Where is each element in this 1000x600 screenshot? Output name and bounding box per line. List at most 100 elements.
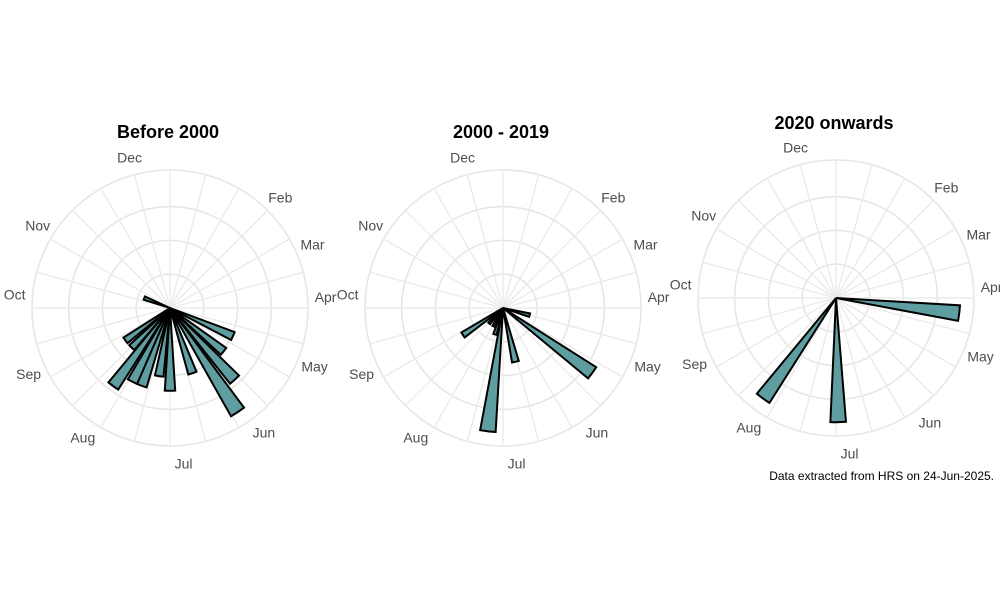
- grid-spoke: [716, 297, 837, 368]
- grid-spoke: [169, 238, 290, 309]
- grid-spoke: [369, 307, 504, 345]
- rose-bar: [142, 295, 171, 309]
- grid-spoke: [835, 297, 956, 368]
- month-label-may: May: [634, 358, 660, 374]
- grid-spoke: [737, 297, 837, 397]
- month-label-oct: Oct: [4, 286, 26, 302]
- rose-bar: [502, 307, 598, 380]
- month-label-jun: Jun: [586, 425, 609, 441]
- panel-2000-2019: Feb Mar Apr May Jun Jul Aug Sep Oct Nov Dec 2000 - …: [337, 122, 670, 471]
- grid-spoke: [169, 209, 269, 309]
- month-label-feb: Feb: [268, 190, 292, 206]
- grid-spoke: [100, 188, 171, 309]
- grid-spoke: [502, 188, 573, 309]
- rose-bar: [163, 307, 177, 392]
- grid-spoke: [702, 297, 837, 335]
- grid-spoke: [404, 307, 504, 407]
- month-label-jul: Jul: [508, 455, 526, 471]
- grid-spoke: [737, 199, 837, 299]
- rose-bar: [107, 307, 171, 391]
- grid-spoke: [71, 209, 171, 309]
- month-label-oct: Oct: [670, 276, 692, 292]
- month-label-dec: Dec: [450, 149, 475, 165]
- month-label-dec: Dec: [783, 139, 808, 155]
- month-label-dec: Dec: [117, 149, 142, 165]
- month-label-mar: Mar: [300, 237, 324, 253]
- grid-spoke: [835, 297, 935, 397]
- grid-spoke: [383, 238, 504, 309]
- month-label-may: May: [967, 348, 993, 364]
- grid-spoke: [702, 261, 837, 299]
- rose-bar: [153, 307, 171, 378]
- grid-spoke: [799, 297, 837, 432]
- month-label-mar: Mar: [966, 227, 990, 243]
- rose-bar: [502, 307, 521, 364]
- grid-spoke: [466, 174, 504, 309]
- month-label-apr: Apr: [315, 289, 337, 305]
- grid-spoke: [502, 238, 623, 309]
- month-label-nov: Nov: [25, 217, 50, 233]
- grid-spoke: [835, 297, 906, 418]
- month-label-sep: Sep: [16, 366, 41, 382]
- panel-2020-onwards: Dec Feb Mar Apr May Jun Jul Aug Sep Oct Nov 2020 on…: [670, 113, 1000, 461]
- grid-spoke: [133, 174, 171, 309]
- month-label-aug: Aug: [70, 429, 95, 445]
- panel-title: Before 2000: [117, 122, 219, 142]
- panel-title: 2020 onwards: [774, 113, 893, 133]
- rose-bar: [127, 307, 171, 352]
- rose-bar: [169, 307, 236, 342]
- grid-spoke: [835, 164, 873, 299]
- rose-bar: [169, 307, 198, 376]
- grid-spoke: [835, 228, 956, 299]
- month-label-mar: Mar: [633, 237, 657, 253]
- grid-spoke: [433, 307, 504, 428]
- month-label-feb: Feb: [934, 180, 958, 196]
- grid-spoke: [169, 188, 240, 309]
- grid-spoke: [502, 271, 637, 309]
- grid-spoke: [799, 164, 837, 299]
- month-label-oct: Oct: [337, 286, 359, 302]
- rose-bar: [459, 307, 504, 339]
- grid-spoke: [835, 261, 970, 299]
- grid-spoke: [36, 307, 171, 345]
- panel-before-2000: Feb Mar Apr May Jun Jul Aug Sep Oct Nov Dec Before …: [4, 122, 337, 471]
- rose-bar: [755, 297, 837, 405]
- rose-bar: [478, 307, 504, 434]
- grid-spoke: [433, 188, 504, 309]
- grid-spoke: [169, 174, 207, 309]
- grid-spoke: [835, 199, 935, 299]
- grid-spoke: [502, 307, 602, 407]
- grid-spoke: [502, 307, 573, 428]
- grid-spoke: [369, 271, 504, 309]
- month-label-nov: Nov: [358, 217, 383, 233]
- grid-spoke: [169, 271, 304, 309]
- rose-bar: [502, 307, 532, 319]
- grid-spoke: [835, 297, 970, 335]
- rose-bar: [169, 307, 246, 418]
- rose-bar: [169, 307, 241, 386]
- month-label-nov: Nov: [691, 207, 716, 223]
- grid-spoke: [169, 307, 304, 345]
- grid-spoke: [835, 297, 873, 432]
- month-label-sep: Sep: [682, 356, 707, 372]
- grid-spoke: [404, 209, 504, 309]
- rose-bar: [122, 307, 171, 345]
- month-label-sep: Sep: [349, 366, 374, 382]
- grid-spoke: [835, 178, 906, 299]
- rose-bar: [835, 297, 962, 323]
- month-label-feb: Feb: [601, 190, 625, 206]
- month-label-jul: Jul: [175, 455, 193, 471]
- grid-spoke: [716, 228, 837, 299]
- grid-spoke: [50, 238, 171, 309]
- grid-spoke: [766, 178, 837, 299]
- rose-bar: [829, 297, 848, 424]
- month-label-may: May: [301, 358, 327, 374]
- panel-title: 2000 - 2019: [453, 122, 549, 142]
- month-label-apr: Apr: [981, 279, 1000, 295]
- month-label-apr: Apr: [648, 289, 670, 305]
- grid-spoke: [502, 174, 540, 309]
- month-label-aug: Aug: [403, 429, 428, 445]
- rose-bar: [126, 307, 171, 386]
- rose-bar: [169, 307, 228, 357]
- month-label-jun: Jun: [253, 425, 276, 441]
